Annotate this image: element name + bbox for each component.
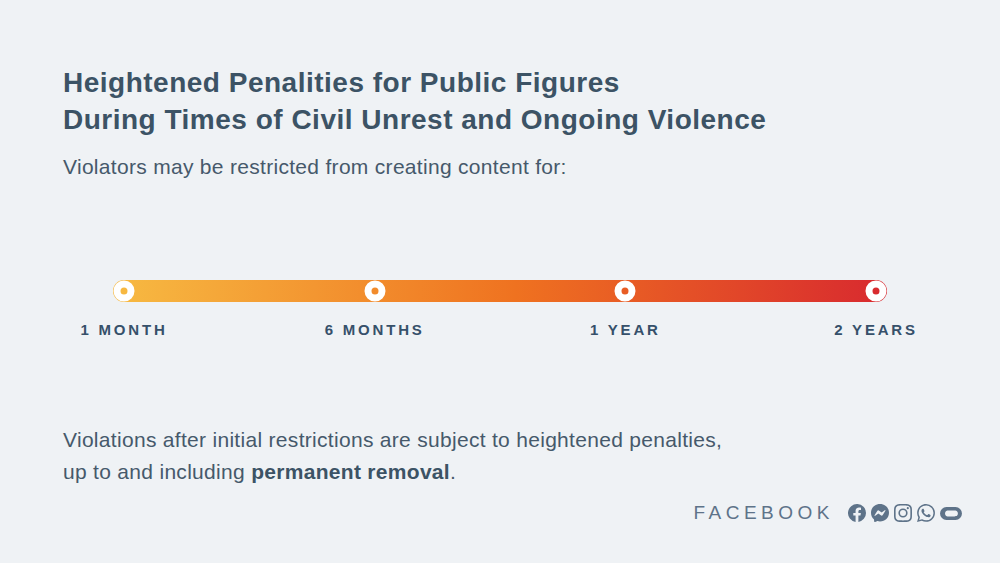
- facebook-wordmark: FACEBOOK: [693, 502, 834, 524]
- timeline-label-1-month: 1 MONTH: [80, 321, 167, 338]
- infographic-canvas: Heightened Penalities for Public Figures…: [0, 0, 1000, 563]
- timeline-marker-1-year: [615, 281, 636, 302]
- footnote-line-2-suffix: .: [450, 460, 456, 483]
- timeline-marker-1-month: [114, 281, 135, 302]
- brand-icon-row: [848, 504, 962, 522]
- page-title: Heightened Penalities for Public Figures…: [63, 64, 766, 138]
- timeline-marker-2-years: [866, 281, 887, 302]
- timeline-marker-6-months: [364, 281, 385, 302]
- whatsapp-icon: [917, 504, 935, 522]
- footnote: Violations after initial restrictions ar…: [63, 424, 722, 488]
- messenger-icon: [871, 504, 889, 522]
- footnote-bold-phrase: permanent removal: [251, 460, 450, 483]
- facebook-icon: [848, 504, 866, 522]
- footnote-line-2-prefix: up to and including: [63, 460, 251, 483]
- timeline-label-1-year: 1 YEAR: [590, 321, 661, 338]
- subtitle: Violators may be restricted from creatin…: [63, 155, 766, 179]
- title-line-1: Heightened Penalities for Public Figures: [63, 64, 766, 101]
- oculus-icon: [940, 507, 962, 520]
- timeline-label-2-years: 2 YEARS: [834, 321, 918, 338]
- footnote-line-1: Violations after initial restrictions ar…: [63, 428, 722, 451]
- instagram-icon: [894, 504, 912, 522]
- header: Heightened Penalities for Public Figures…: [63, 64, 766, 179]
- penalty-timeline-bar: [113, 280, 887, 302]
- brand-footer: FACEBOOK: [693, 502, 962, 524]
- title-line-2: During Times of Civil Unrest and Ongoing…: [63, 101, 766, 138]
- timeline-label-6-months: 6 MONTHS: [325, 321, 425, 338]
